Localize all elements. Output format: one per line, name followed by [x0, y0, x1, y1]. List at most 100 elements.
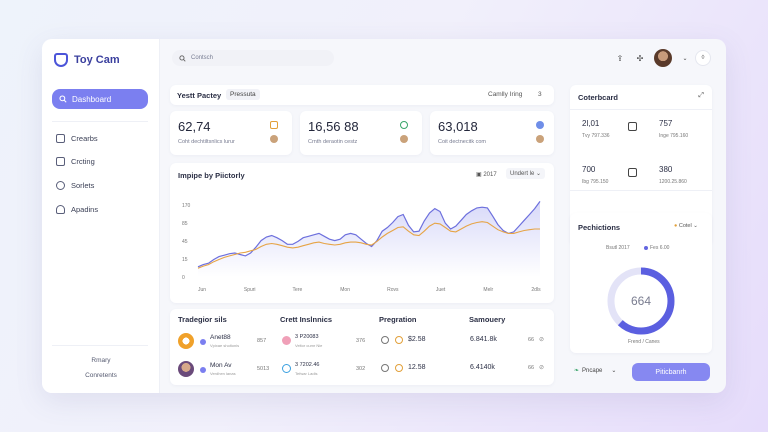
kpi-value: 16,56 88: [308, 119, 359, 134]
kpi-label: Coht dechtiltsnlics lurur: [178, 139, 235, 145]
kpi-label: Crnth deraotin cestz: [308, 139, 358, 145]
y-tick-label: 45: [182, 239, 188, 245]
x-tick-label: 2dls: [531, 287, 541, 293]
predictions-dropdown[interactable]: ● Cotel ⌄: [674, 223, 698, 229]
table-header-1: Tradegior sils: [178, 315, 227, 324]
predictions-title: Pechictions: [578, 223, 621, 232]
trophy-icon: [270, 121, 278, 129]
row-sum: 6.4140k: [470, 364, 495, 371]
row-name: Anet88: [210, 334, 231, 341]
brand-logo-icon: [54, 53, 68, 67]
tag-icon: [282, 336, 291, 345]
donut-footnote: Frend / Canes: [628, 339, 660, 345]
sidebar-item-label: Apadins: [71, 205, 99, 214]
stat-label: Tvy 797.336: [582, 133, 610, 139]
chart-dropdown[interactable]: Undert le ⌄: [506, 168, 546, 179]
primary-button[interactable]: Piticbanrh: [632, 363, 710, 381]
x-tick-label: Juet: [436, 287, 446, 293]
sidebar-item-dashboard[interactable]: Dashboard: [52, 89, 148, 109]
grid-icon: [56, 134, 65, 143]
footer-link-conretents[interactable]: Conretents: [85, 372, 117, 379]
app-window: Toy Cam Dashboard Crearbs Crcting Sorlet…: [42, 39, 726, 393]
y-tick-label: 170: [182, 203, 191, 209]
avatar: [178, 361, 194, 377]
divider: [570, 109, 712, 110]
summary-title: Coterbcard: [578, 93, 619, 102]
chart-card: Impipe by Piictorly ▣ 2017 Undert le ⌄ 1…: [170, 163, 554, 303]
table-card: Tradegior sils Crett Inslnnics Pregratio…: [170, 309, 554, 385]
coin-icon: [395, 364, 403, 372]
y-tick-label: 85: [182, 221, 188, 227]
series-line-orange: [197, 221, 540, 269]
topbar: Contsch ⇪ ✣ ⌄ ◊: [160, 39, 726, 77]
divider: [570, 190, 712, 191]
share-icon[interactable]: ⇪: [616, 53, 624, 63]
brand[interactable]: Toy Cam: [54, 53, 120, 67]
row-sub: Verdhen lanas: [210, 371, 236, 376]
series-area: [198, 201, 540, 277]
stat-label: 1200.25.860: [659, 179, 687, 185]
search-icon: [59, 95, 67, 103]
chevron-down-icon: ⌄: [693, 223, 698, 229]
link-icon[interactable]: ⊘: [539, 337, 545, 343]
footer-link-rmary[interactable]: Rmary: [91, 357, 111, 364]
search-placeholder: Contsch: [191, 55, 214, 61]
row-mid-code: 302: [356, 366, 366, 372]
stat-value: 757: [659, 119, 673, 128]
legend-item: Fes 6.00: [644, 245, 669, 251]
chevron-down-icon: ⌄: [611, 368, 617, 374]
row-amount: 12.58: [408, 364, 426, 371]
x-tick-label: Jun: [198, 287, 206, 293]
table-row[interactable]: Mon Av Verdhen lanas 5013 3 7202.46 Tefw…: [170, 359, 554, 383]
coin-icon: [536, 135, 544, 143]
stat-label: Ibg 795.150: [582, 179, 609, 185]
period-select[interactable]: ❧ Pncape ⌄: [574, 367, 617, 375]
settings-icon[interactable]: ✣: [636, 53, 644, 63]
y-tick-label: 0: [182, 275, 185, 281]
row-mid-code: 376: [356, 338, 366, 344]
calendar-icon: [628, 122, 637, 131]
legend-dot: [644, 245, 648, 250]
search-input[interactable]: Contsch: [172, 50, 334, 66]
table-row[interactable]: Anet88 Vpixae sholtonis 857 3 P20083 Vel…: [170, 331, 554, 355]
clock-icon: [381, 364, 389, 372]
kpi-card-1[interactable]: 62,74 Coht dechtiltsnlics lurur: [170, 111, 292, 155]
row-mid-name: 3 7202.46: [295, 362, 320, 368]
avatar[interactable]: [654, 49, 672, 67]
link-icon[interactable]: ⊘: [539, 365, 545, 371]
dropdown-label: Undert le: [510, 171, 535, 177]
sidebar-item-sorlets[interactable]: Sorlets: [56, 181, 94, 190]
tab-pressuta[interactable]: Pressuta: [226, 89, 260, 100]
check-circle-icon: [282, 364, 291, 373]
page-title: Yestt Pactey: [177, 91, 222, 100]
kpi-value: 63,018: [438, 119, 478, 134]
table-header-3: Pregration: [379, 315, 417, 324]
expand-icon[interactable]: ⤢: [698, 92, 704, 99]
kpi-card-3[interactable]: 63,018 Coit dectnecitk com: [430, 111, 554, 155]
stat-value: 700: [582, 165, 596, 174]
page-header: Yestt Pactey Pressuta Camlly Iring 3: [170, 85, 554, 105]
sidebar: Toy Cam Dashboard Crearbs Crcting Sorlet…: [42, 39, 160, 393]
line-chart: 170 85 45 15 0 Jun Spuri Tere Mon Rovs Juet Melr 2dl…: [182, 201, 541, 293]
coin-icon: [395, 336, 403, 344]
year-filter[interactable]: ▣ 2017: [476, 171, 497, 178]
chevron-down-icon[interactable]: ⌄: [682, 55, 688, 62]
predictions-card: Pechictions ● Cotel ⌄ Bsutl 2017 Fes 6.0…: [570, 213, 712, 353]
user-icon: [56, 205, 65, 214]
sidebar-item-label: Crcting: [71, 157, 95, 166]
divider: [52, 121, 148, 122]
dropdown-label: Cotel: [678, 223, 692, 229]
search-icon: [179, 54, 186, 62]
y-tick-label: 15: [182, 257, 188, 263]
filter-label[interactable]: Camlly Iring: [488, 91, 523, 98]
kpi-card-2[interactable]: 16,56 88 Crnth deraotin cestz: [300, 111, 422, 155]
check-icon: [400, 121, 408, 129]
row-sum: 6.841.8k: [470, 336, 497, 343]
sidebar-item-crcting[interactable]: Crcting: [56, 157, 95, 166]
shield-icon[interactable]: ◊: [695, 50, 711, 66]
sidebar-item-apadins[interactable]: Apadins: [56, 205, 98, 214]
year-filter-label: 2017: [483, 172, 497, 178]
sidebar-item-crearbs[interactable]: Crearbs: [56, 134, 98, 143]
clock-icon: [381, 336, 389, 344]
coin-icon: ●: [674, 223, 679, 229]
